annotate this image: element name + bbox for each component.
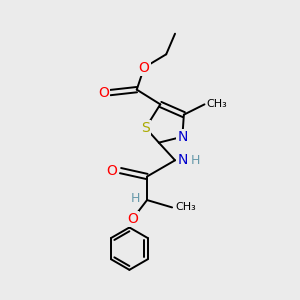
Text: CH₃: CH₃: [175, 202, 196, 212]
Text: H: H: [191, 154, 201, 167]
Text: CH₃: CH₃: [206, 99, 227, 110]
Text: O: O: [139, 61, 149, 75]
Text: O: O: [107, 164, 118, 178]
Text: N: N: [178, 153, 188, 167]
Text: H: H: [130, 192, 140, 205]
Text: S: S: [141, 121, 150, 135]
Text: O: O: [98, 85, 109, 100]
Text: O: O: [127, 212, 138, 226]
Text: N: N: [177, 130, 188, 144]
